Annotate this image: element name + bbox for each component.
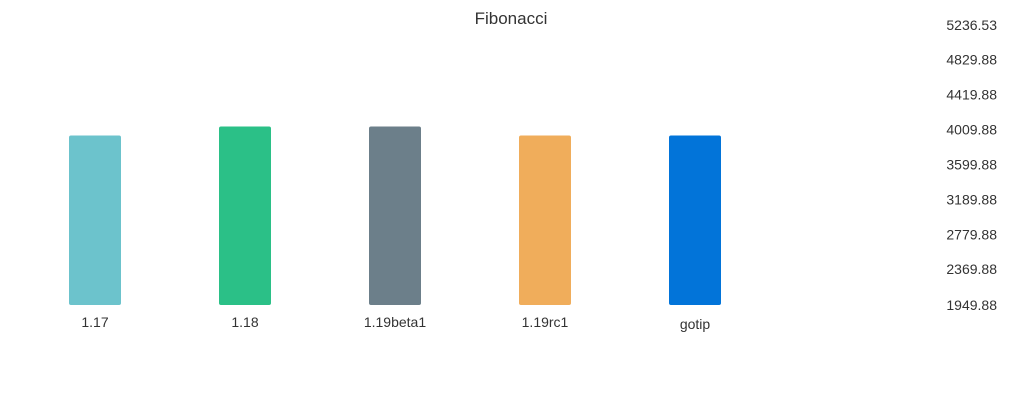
category-label-4: gotip <box>680 316 711 332</box>
category-labels: 1.17 1.18 1.19beta1 1.19rc1 gotip <box>81 314 710 332</box>
y-tick-label-4: 3599.88 <box>946 156 997 172</box>
category-label-1: 1.18 <box>231 314 258 330</box>
y-axis-tick-labels: 1949.88 2369.88 2779.88 3189.88 3599.88 4009.… <box>946 17 997 313</box>
bars-group <box>69 126 721 306</box>
y-tick-label-1: 2369.88 <box>946 261 997 277</box>
y-tick-label-6: 4419.88 <box>946 87 997 103</box>
y-tick-label-8: 5236.53 <box>946 17 997 33</box>
y-tick-label-2: 2779.88 <box>946 226 997 242</box>
bar-1 <box>219 126 271 306</box>
y-tick-label-7: 4829.88 <box>946 52 997 68</box>
bar-0 <box>69 135 121 305</box>
bar-2 <box>369 126 421 306</box>
chart-title: Fibonacci <box>475 9 548 28</box>
bar-3 <box>519 135 571 305</box>
y-tick-label-3: 3189.88 <box>946 191 997 207</box>
bar-4 <box>669 135 721 305</box>
category-label-0: 1.17 <box>81 314 108 330</box>
y-tick-label-0: 1949.88 <box>946 297 997 313</box>
category-label-2: 1.19beta1 <box>364 314 426 330</box>
y-tick-label-5: 4009.88 <box>946 122 997 138</box>
category-label-3: 1.19rc1 <box>522 314 569 330</box>
